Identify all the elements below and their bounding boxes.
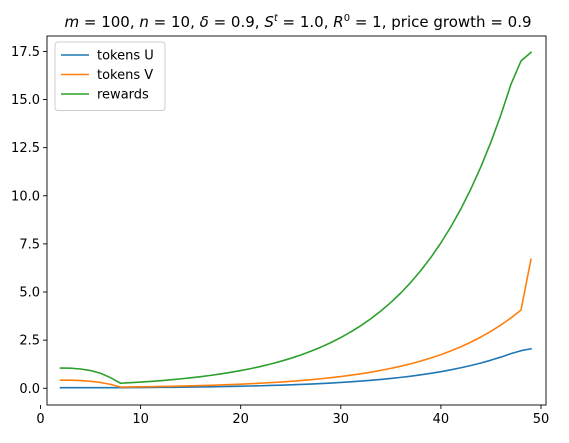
chart-title: m = 100, n = 10, δ = 0.9, St = 1.0, R0 =… (64, 13, 531, 31)
series-layer (59, 51, 533, 389)
y-tick-label: 2.5 (19, 334, 40, 349)
x-tick-label: 30 (333, 412, 350, 427)
title-m-symbol: m (64, 13, 79, 31)
y-tick-label: 12.5 (11, 141, 40, 156)
x-tick-label: 40 (433, 412, 450, 427)
x-tick-label: 0 (36, 412, 44, 427)
title-s-value: = 1.0, (278, 13, 334, 31)
x-tick-label: 20 (232, 412, 249, 427)
legend-label-2: rewards (97, 88, 149, 103)
title-s-symbol: S (264, 13, 274, 31)
y-tick-label: 0.0 (19, 382, 40, 397)
x-tick-label: 10 (132, 412, 149, 427)
y-tick-label: 17.5 (11, 45, 40, 60)
y-tick-label: 7.5 (19, 237, 40, 252)
legend-label-0: tokens U (97, 49, 154, 64)
title-n-symbol: n (139, 13, 149, 31)
title-delta-value: = 0.9, (209, 13, 265, 31)
y-tick-label: 5.0 (19, 286, 40, 301)
title-s-superscript: t (274, 13, 279, 24)
title-r-superscript: 0 (344, 13, 350, 24)
title-delta-symbol: δ (200, 13, 209, 31)
title-r-value: = 1, price growth = 0.9 (350, 13, 531, 31)
axes-layer: 0 10 20 30 40 50 0.0 2.5 5.0 7.5 10.0 12.5 15.0 17.5 (11, 35, 550, 427)
y-tick-label: 10.0 (11, 189, 40, 204)
series-line-2 (59, 51, 533, 385)
x-tick-label: 50 (533, 412, 550, 427)
legend: tokens U tokens V rewards (54, 41, 166, 111)
legend-label-1: tokens V (97, 68, 153, 83)
plot-frame (46, 35, 547, 406)
y-tick-label: 15.0 (11, 93, 40, 108)
title-r-symbol: R (333, 13, 343, 31)
title-n-value: = 10, (149, 13, 200, 31)
title-m-value: = 100, (79, 13, 139, 31)
series-line-1 (59, 258, 532, 388)
